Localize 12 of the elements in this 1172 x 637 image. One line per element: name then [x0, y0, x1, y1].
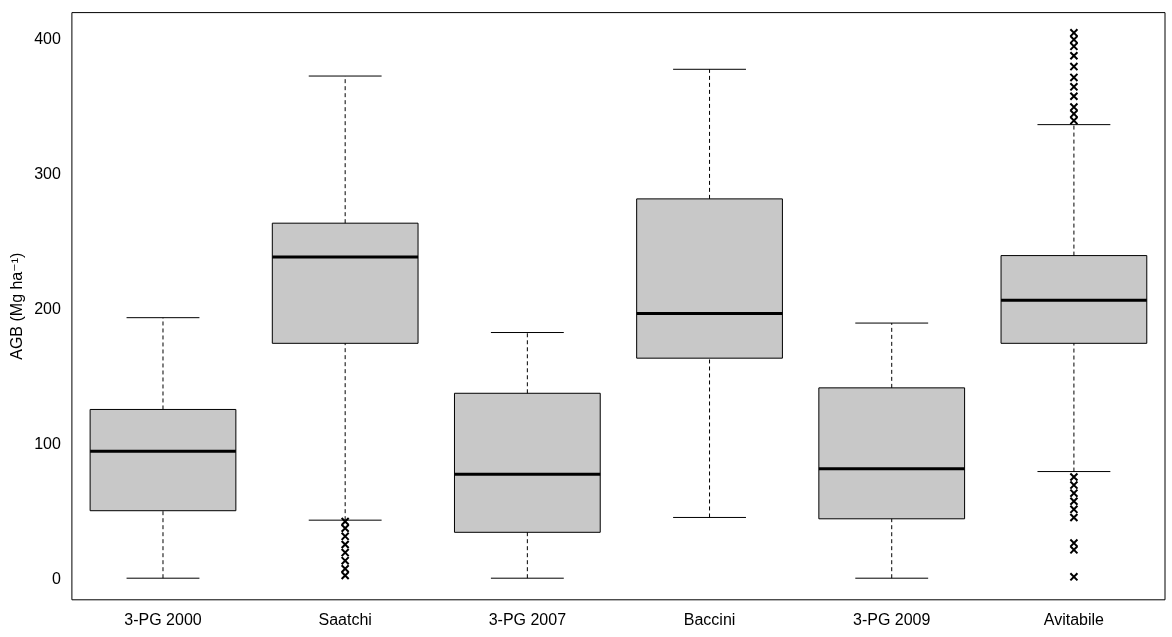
y-axis-title: AGB (Mg ha⁻¹) — [8, 252, 26, 360]
y-tick-label: 0 — [51, 569, 61, 587]
y-tick-label: 300 — [34, 164, 61, 182]
x-tick-label: 3-PG 2009 — [853, 610, 931, 628]
x-tick-label: 3-PG 2000 — [124, 610, 202, 628]
x-tick-label: Avitabile — [1043, 610, 1105, 628]
x-tick-label: Saatchi — [318, 610, 372, 628]
y-tick-label: 100 — [34, 434, 61, 452]
y-tick-label: 400 — [34, 30, 61, 47]
x-tick-label: 3-PG 2007 — [488, 610, 567, 628]
x-tick-label: Baccini — [683, 610, 736, 628]
y-tick-label: 200 — [34, 299, 61, 317]
